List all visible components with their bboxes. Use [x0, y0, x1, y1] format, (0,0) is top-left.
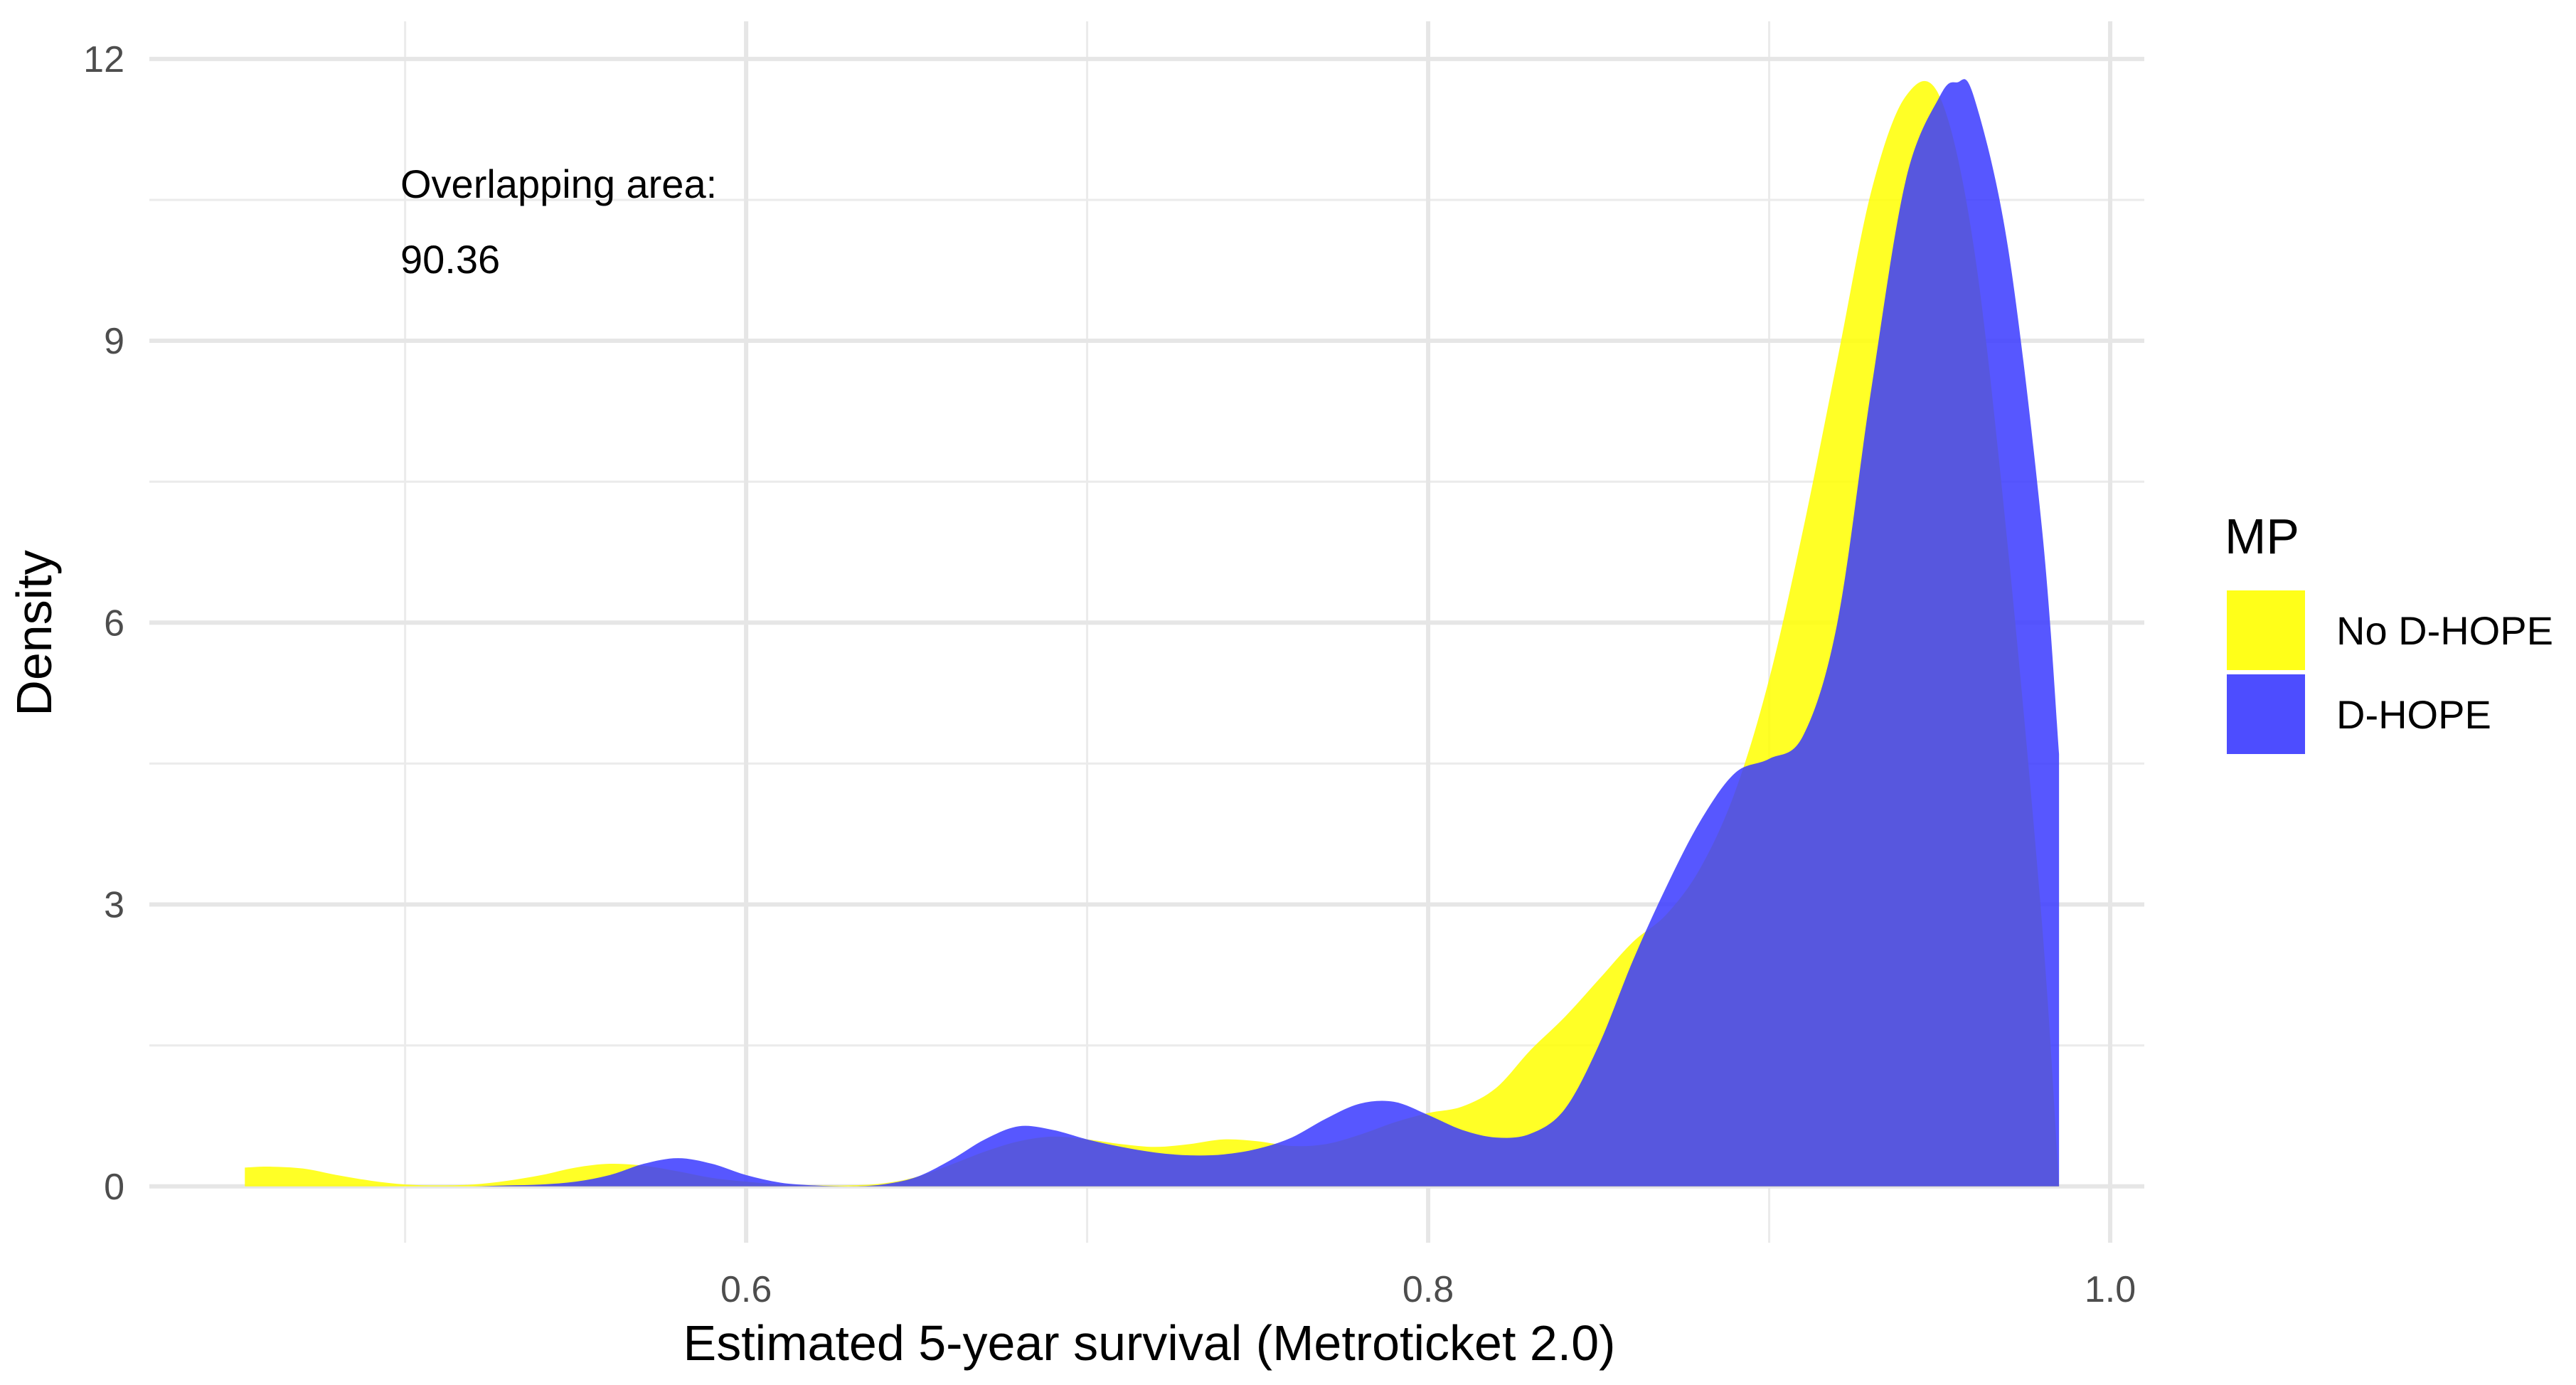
y-tick-label: 0 — [104, 1167, 124, 1208]
y-tick-label: 6 — [104, 603, 124, 644]
legend-title: MP — [2225, 509, 2299, 564]
x-tick-label: 0.6 — [720, 1269, 772, 1310]
legend-swatch — [2227, 590, 2305, 670]
legend-swatch — [2227, 674, 2305, 754]
density-areas — [245, 79, 2060, 1187]
y-tick-label: 3 — [104, 885, 124, 926]
y-tick-label: 9 — [104, 321, 124, 362]
annotation-overlap-label: Overlapping area: — [400, 161, 717, 206]
legend-label: No D-HOPE — [2336, 608, 2553, 653]
y-tick-label: 12 — [83, 39, 124, 80]
x-tick-label: 0.8 — [1403, 1269, 1454, 1310]
legend-label: D-HOPE — [2336, 692, 2491, 737]
x-tick-label: 1.0 — [2085, 1269, 2136, 1310]
tick-labels: 0.6 0.8 1.0 0 3 6 9 12 — [83, 39, 2136, 1310]
legend-items: No D-HOPE D-HOPE — [2227, 590, 2553, 754]
density-area-d-hope — [405, 79, 2060, 1187]
legend: MP No D-HOPE D-HOPE — [2225, 509, 2553, 754]
y-axis-title: Density — [6, 550, 62, 716]
x-axis-title: Estimated 5-year survival (Metroticket 2… — [683, 1315, 1616, 1371]
annotation-overlap-value: 90.36 — [400, 237, 500, 282]
